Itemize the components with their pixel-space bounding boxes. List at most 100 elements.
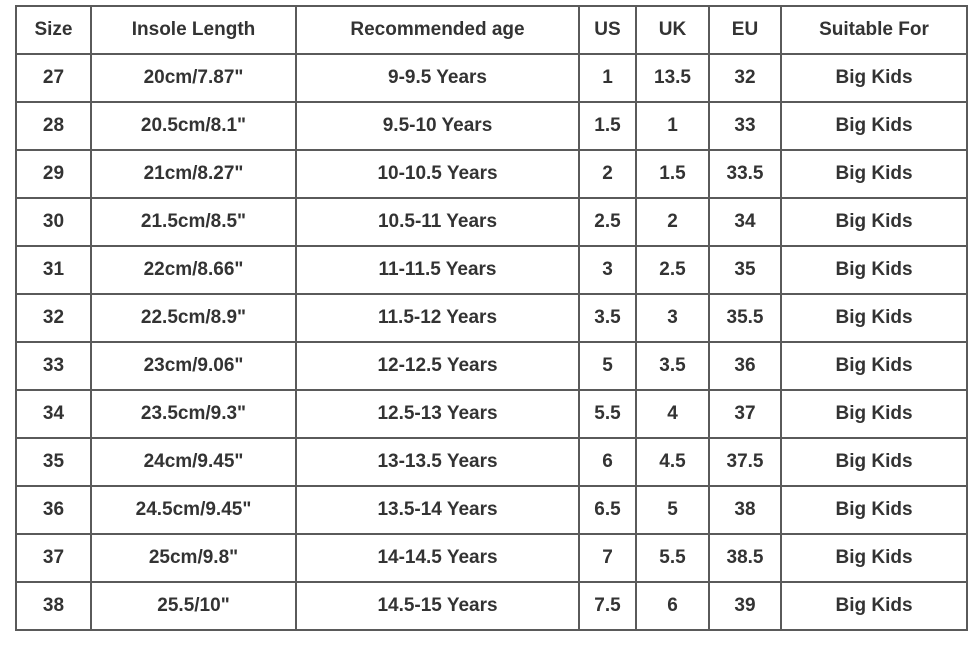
table-cell: 23cm/9.06": [90, 341, 297, 391]
table-cell: 11.5-12 Years: [295, 293, 580, 343]
table-cell: 11-11.5 Years: [295, 245, 580, 295]
table-cell: 23.5cm/9.3": [90, 389, 297, 439]
table-row: 30 21.5cm/8.5" 10.5-11 Years 2.5 2 34 Big Kids: [15, 197, 968, 247]
table-cell: 37.5: [708, 437, 782, 487]
table-cell: 37: [15, 533, 92, 583]
table-cell: Big Kids: [780, 197, 968, 247]
table-cell: 2.5: [635, 245, 710, 295]
table-cell: 5: [635, 485, 710, 535]
table-cell: 7: [578, 533, 637, 583]
header-cell: EU: [708, 5, 782, 55]
table-cell: 5.5: [635, 533, 710, 583]
table-cell: 6: [578, 437, 637, 487]
table-cell: 3: [578, 245, 637, 295]
table-cell: 2: [635, 197, 710, 247]
table-cell: Big Kids: [780, 53, 968, 103]
table-cell: Big Kids: [780, 149, 968, 199]
header-row: Size Insole Length Recommended age US UK EU Su…: [15, 5, 968, 55]
table-cell: Big Kids: [780, 341, 968, 391]
table-row: 37 25cm/9.8" 14-14.5 Years 7 5.5 38.5 Big Kids: [15, 533, 968, 583]
table-cell: 28: [15, 101, 92, 151]
table-cell: 33: [15, 341, 92, 391]
table-cell: 2.5: [578, 197, 637, 247]
table-cell: 21cm/8.27": [90, 149, 297, 199]
table-cell: Big Kids: [780, 245, 968, 295]
header-cell: Insole Length: [90, 5, 297, 55]
table-cell: 6.5: [578, 485, 637, 535]
table-row: 32 22.5cm/8.9" 11.5-12 Years 3.5 3 35.5 Big Ki…: [15, 293, 968, 343]
table-cell: 24.5cm/9.45": [90, 485, 297, 535]
table-cell: 12-12.5 Years: [295, 341, 580, 391]
table-cell: 1: [578, 53, 637, 103]
table-cell: 20cm/7.87": [90, 53, 297, 103]
table-cell: Big Kids: [780, 581, 968, 631]
table-cell: 36: [15, 485, 92, 535]
table-cell: 37: [708, 389, 782, 439]
table-row: 28 20.5cm/8.1" 9.5-10 Years 1.5 1 33 Big Kids: [15, 101, 968, 151]
table-cell: 1: [635, 101, 710, 151]
size-chart: Size Insole Length Recommended age US UK EU Su…: [15, 5, 968, 631]
table-row: 35 24cm/9.45" 13-13.5 Years 6 4.5 37.5 Big Kid…: [15, 437, 968, 487]
table-cell: 33: [708, 101, 782, 151]
size-table: Size Insole Length Recommended age US UK EU Su…: [15, 5, 968, 631]
table-cell: 30: [15, 197, 92, 247]
header-cell: UK: [635, 5, 710, 55]
table-cell: 1.5: [578, 101, 637, 151]
table-cell: Big Kids: [780, 485, 968, 535]
table-body: 27 20cm/7.87" 9-9.5 Years 1 13.5 32 Big Kids 28…: [15, 53, 968, 631]
table-cell: 7.5: [578, 581, 637, 631]
table-cell: 22cm/8.66": [90, 245, 297, 295]
table-cell: 13.5-14 Years: [295, 485, 580, 535]
table-cell: 32: [15, 293, 92, 343]
table-cell: 20.5cm/8.1": [90, 101, 297, 151]
table-cell: 4.5: [635, 437, 710, 487]
table-cell: Big Kids: [780, 437, 968, 487]
table-cell: 38: [15, 581, 92, 631]
table-cell: 29: [15, 149, 92, 199]
table-cell: 2: [578, 149, 637, 199]
table-cell: 14.5-15 Years: [295, 581, 580, 631]
table-cell: 3.5: [635, 341, 710, 391]
table-row: 34 23.5cm/9.3" 12.5-13 Years 5.5 4 37 Big Kids: [15, 389, 968, 439]
header-cell: Size: [15, 5, 92, 55]
table-cell: 25.5/10": [90, 581, 297, 631]
table-row: 27 20cm/7.87" 9-9.5 Years 1 13.5 32 Big Kids: [15, 53, 968, 103]
table-cell: 35: [15, 437, 92, 487]
table-cell: Big Kids: [780, 293, 968, 343]
table-row: 36 24.5cm/9.45" 13.5-14 Years 6.5 5 38 Big Kid…: [15, 485, 968, 535]
table-cell: 13.5: [635, 53, 710, 103]
table-cell: 38: [708, 485, 782, 535]
table-cell: 22.5cm/8.9": [90, 293, 297, 343]
table-cell: 34: [15, 389, 92, 439]
table-cell: 32: [708, 53, 782, 103]
header-cell: US: [578, 5, 637, 55]
table-cell: 9.5-10 Years: [295, 101, 580, 151]
table-cell: 31: [15, 245, 92, 295]
table-cell: 21.5cm/8.5": [90, 197, 297, 247]
table-cell: 24cm/9.45": [90, 437, 297, 487]
table-cell: 35: [708, 245, 782, 295]
table-row: 33 23cm/9.06" 12-12.5 Years 5 3.5 36 Big Kids: [15, 341, 968, 391]
table-cell: 39: [708, 581, 782, 631]
table-cell: 3.5: [578, 293, 637, 343]
table-cell: 36: [708, 341, 782, 391]
table-row: 31 22cm/8.66" 11-11.5 Years 3 2.5 35 Big Kids: [15, 245, 968, 295]
table-cell: 10.5-11 Years: [295, 197, 580, 247]
table-cell: 14-14.5 Years: [295, 533, 580, 583]
header-cell: Suitable For: [780, 5, 968, 55]
table-cell: 9-9.5 Years: [295, 53, 580, 103]
table-cell: 4: [635, 389, 710, 439]
table-cell: Big Kids: [780, 101, 968, 151]
table-row: 38 25.5/10" 14.5-15 Years 7.5 6 39 Big Kids: [15, 581, 968, 631]
table-cell: 1.5: [635, 149, 710, 199]
table-cell: 13-13.5 Years: [295, 437, 580, 487]
header-cell: Recommended age: [295, 5, 580, 55]
table-row: 29 21cm/8.27" 10-10.5 Years 2 1.5 33.5 Big Kid…: [15, 149, 968, 199]
table-cell: Big Kids: [780, 533, 968, 583]
table-cell: 35.5: [708, 293, 782, 343]
table-cell: 3: [635, 293, 710, 343]
table-cell: 5: [578, 341, 637, 391]
table-cell: 27: [15, 53, 92, 103]
table-cell: 34: [708, 197, 782, 247]
